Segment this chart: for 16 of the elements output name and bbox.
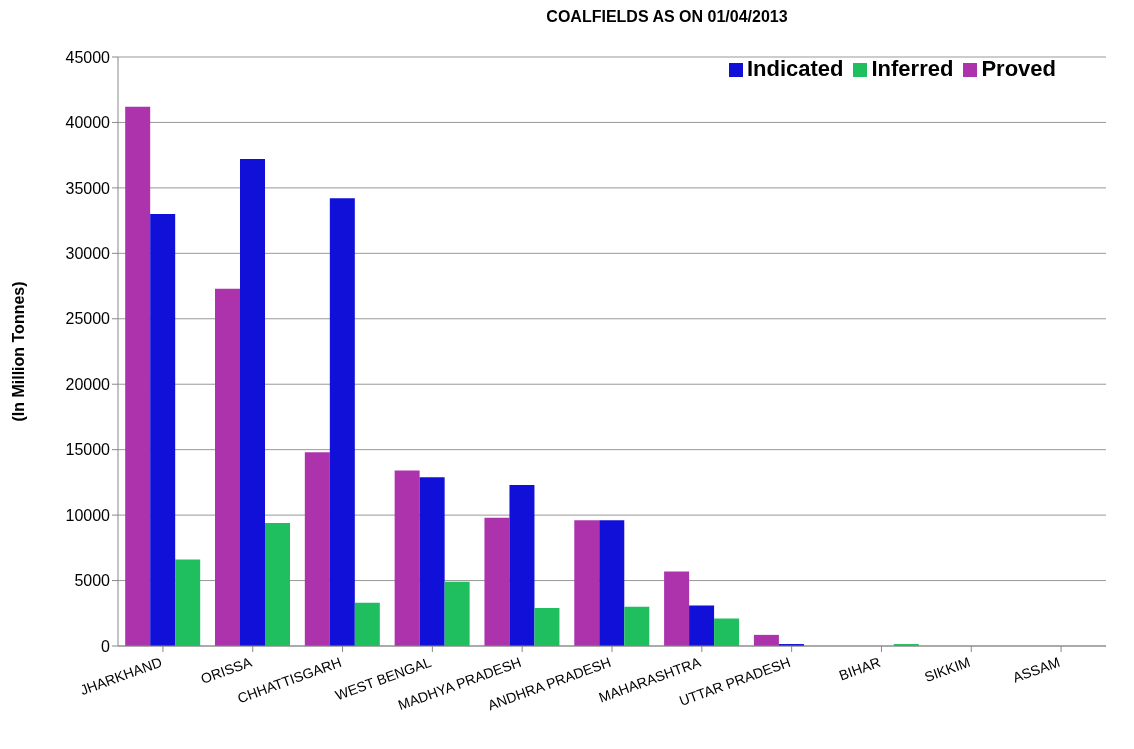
y-tick-label: 10000 bbox=[65, 506, 111, 524]
y-tick-label: 40000 bbox=[65, 114, 111, 132]
y-tick-label: 35000 bbox=[65, 179, 111, 197]
y-tick-label: 30000 bbox=[65, 245, 111, 263]
y-tick-label: 25000 bbox=[65, 310, 111, 328]
legend-label: Inferred bbox=[871, 56, 954, 81]
y-tick-label: 5000 bbox=[74, 572, 111, 590]
y-tick-label: 15000 bbox=[65, 441, 111, 459]
legend-label: Indicated bbox=[746, 56, 844, 81]
y-tick-label: 0 bbox=[101, 637, 111, 655]
y-axis-title: (In Million Tonnes) bbox=[9, 281, 27, 422]
y-tick-label: 45000 bbox=[65, 48, 111, 66]
x-tick-label: BIHAR bbox=[836, 653, 883, 684]
chart-title: COALFIELDS AS ON 01/04/2013 bbox=[545, 8, 789, 26]
y-tick-label: 20000 bbox=[65, 375, 111, 393]
legend-label: Proved bbox=[981, 56, 1056, 81]
